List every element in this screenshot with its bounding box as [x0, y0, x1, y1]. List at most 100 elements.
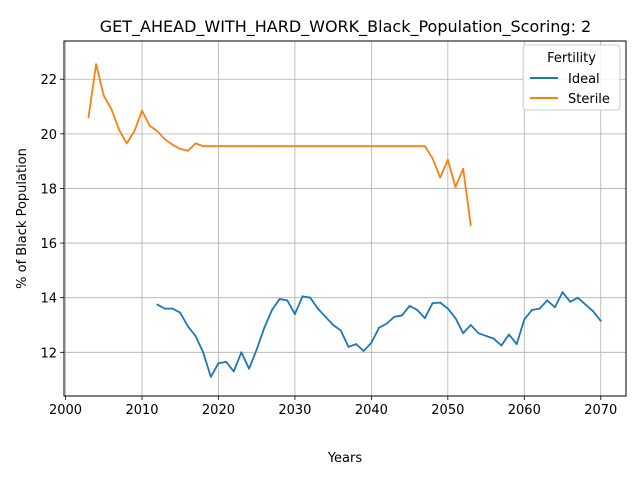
data-point-ideal [569, 300, 572, 303]
data-point-ideal [255, 348, 258, 351]
data-point-sterile [385, 145, 388, 148]
x-tick-label: 2060 [508, 403, 541, 418]
data-point-ideal [385, 322, 388, 325]
axis-ticks: 2000 2010 2020 2030 2040 2050 2060 2070 12 14 16 18… [40, 73, 617, 418]
x-axis-label: Years [327, 451, 363, 466]
data-point-ideal [186, 325, 189, 328]
data-point-ideal [179, 311, 182, 314]
data-point-sterile [416, 145, 419, 148]
data-point-sterile [446, 158, 449, 161]
data-point-ideal [508, 333, 510, 336]
data-point-ideal [393, 315, 396, 318]
data-point-sterile [424, 145, 426, 148]
data-point-sterile [186, 149, 189, 152]
data-point-ideal [339, 329, 342, 332]
y-tick-label: 18 [40, 182, 57, 197]
y-tick-label: 22 [40, 73, 57, 88]
data-point-sterile [408, 145, 411, 148]
y-tick-label: 14 [40, 292, 57, 307]
data-point-ideal [416, 309, 419, 311]
data-point-sterile [87, 116, 90, 119]
data-point-ideal [355, 343, 357, 346]
data-point-sterile [225, 145, 228, 148]
series-lines [87, 63, 602, 378]
data-point-ideal [271, 309, 273, 311]
legend: Fertility Ideal Sterile [522, 44, 621, 111]
legend-label-sterile: Sterile [568, 92, 610, 107]
x-tick-label: 2050 [431, 403, 464, 418]
legend-title: Fertility [547, 51, 596, 66]
data-point-ideal [286, 299, 289, 302]
data-point-ideal [477, 332, 480, 335]
x-tick-label: 2020 [202, 403, 235, 418]
data-point-sterile [194, 142, 197, 145]
data-point-sterile [133, 130, 136, 133]
data-point-sterile [401, 145, 403, 148]
data-point-ideal [217, 362, 220, 365]
data-point-sterile [462, 167, 465, 170]
data-point-ideal [446, 307, 449, 310]
data-point-ideal [194, 335, 197, 337]
data-point-ideal [232, 370, 235, 373]
data-point-sterile [148, 124, 151, 127]
legend-box [522, 44, 621, 111]
x-tick-label: 2070 [584, 403, 617, 418]
data-point-ideal [316, 307, 319, 310]
x-tick-label: 2030 [278, 403, 311, 418]
data-point-sterile [202, 145, 205, 148]
data-point-ideal [485, 335, 487, 337]
data-point-ideal [454, 317, 457, 320]
data-point-sterile [278, 145, 281, 148]
data-point-sterile [156, 130, 159, 133]
data-point-ideal [592, 310, 595, 313]
data-point-sterile [347, 145, 350, 148]
data-point-sterile [469, 224, 472, 227]
legend-label-ideal: Ideal [568, 72, 600, 87]
data-point-sterile [164, 138, 166, 141]
data-point-ideal [584, 303, 587, 306]
data-point-ideal [171, 307, 174, 310]
data-point-ideal [263, 326, 266, 329]
data-point-sterile [378, 145, 380, 148]
data-point-ideal [538, 307, 541, 310]
data-point-ideal [546, 299, 549, 302]
data-point-ideal [515, 343, 518, 346]
data-point-sterile [294, 145, 296, 148]
data-point-sterile [271, 145, 273, 148]
data-point-ideal [462, 332, 465, 335]
data-point-sterile [232, 145, 235, 148]
x-tick-label: 2000 [49, 403, 82, 418]
data-point-ideal [309, 296, 312, 299]
data-point-ideal [202, 351, 205, 354]
data-point-ideal [278, 298, 281, 300]
data-point-ideal [500, 344, 503, 347]
data-point-ideal [439, 301, 442, 304]
data-point-ideal [523, 318, 526, 321]
data-point-sterile [355, 145, 357, 148]
data-point-sterile [141, 109, 143, 112]
plot-frame [63, 40, 627, 397]
data-point-sterile [110, 108, 113, 111]
data-point-ideal [408, 304, 411, 307]
y-tick-label: 12 [40, 346, 57, 361]
data-point-sterile [439, 176, 442, 179]
data-point-ideal [370, 341, 373, 344]
data-point-sterile [454, 186, 457, 189]
data-point-ideal [431, 302, 434, 305]
data-point-sterile [179, 147, 182, 150]
data-point-sterile [393, 145, 396, 148]
x-tick-label: 2040 [355, 403, 388, 418]
data-point-sterile [248, 145, 250, 148]
data-point-sterile [209, 145, 212, 148]
data-point-ideal [576, 296, 579, 299]
data-point-sterile [286, 145, 289, 148]
data-point-ideal [531, 309, 533, 311]
data-point-ideal [164, 307, 166, 310]
data-point-sterile [309, 145, 312, 148]
data-point-ideal [240, 351, 243, 354]
data-point-ideal [401, 314, 403, 317]
data-point-ideal [378, 326, 380, 329]
data-point-sterile [431, 157, 434, 160]
data-point-sterile [118, 128, 120, 131]
data-point-ideal [156, 303, 159, 306]
